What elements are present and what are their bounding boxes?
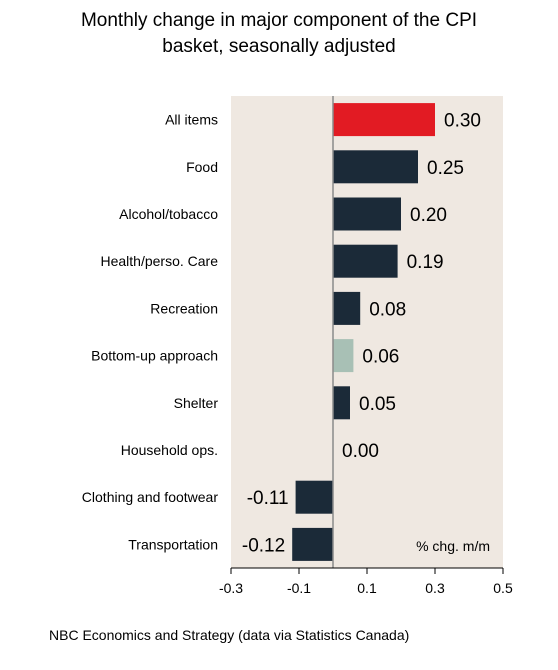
x-tick-label: 0.1 (357, 580, 377, 596)
category-label: Transportation (128, 536, 218, 552)
unit-label: % chg. m/m (416, 538, 490, 554)
value-label: 0.06 (362, 347, 399, 368)
value-label: 0.05 (359, 394, 396, 415)
x-tick-label: -0.1 (287, 580, 311, 596)
category-label: All items (165, 112, 218, 128)
bar-4 (333, 291, 361, 325)
x-tick-label: 0.3 (425, 580, 445, 596)
x-tick-label: -0.3 (219, 580, 243, 596)
value-label: 0.00 (342, 441, 379, 462)
category-label: Alcohol/tobacco (119, 206, 218, 222)
chart-title-line2: basket, seasonally adjusted (162, 36, 396, 57)
value-label: 0.08 (369, 299, 406, 320)
bar-9 (292, 527, 333, 561)
category-label: Clothing and footwear (82, 489, 219, 505)
x-tick-label: 0.5 (493, 580, 513, 596)
value-label: 0.20 (410, 205, 447, 226)
source-note: NBC Economics and Strategy (data via Sta… (49, 627, 410, 643)
bar-0 (333, 103, 435, 137)
category-label: Food (186, 159, 218, 175)
bar-chart: All items 0.30 Food 0.25 Alcohol/tobacco 0.20… (82, 96, 513, 596)
chart-title: Monthly change in major component of the… (0, 8, 558, 60)
category-label: Recreation (150, 300, 218, 316)
bar-6 (333, 386, 350, 420)
category-label: Health/perso. Care (100, 253, 218, 269)
bar-1 (333, 150, 418, 184)
bar-5 (333, 339, 354, 373)
category-label: Household ops. (121, 442, 218, 458)
value-label: 0.30 (444, 111, 481, 132)
bar-3 (333, 244, 398, 278)
value-label: 0.25 (427, 158, 464, 179)
category-label: Bottom-up approach (91, 348, 218, 364)
value-label: 0.19 (407, 252, 444, 273)
bar-8 (295, 480, 333, 514)
category-label: Shelter (174, 395, 219, 411)
value-label: -0.11 (247, 488, 289, 509)
bar-2 (333, 197, 401, 231)
value-label: -0.12 (242, 535, 285, 556)
chart-title-line1: Monthly change in major component of the… (80, 10, 478, 31)
